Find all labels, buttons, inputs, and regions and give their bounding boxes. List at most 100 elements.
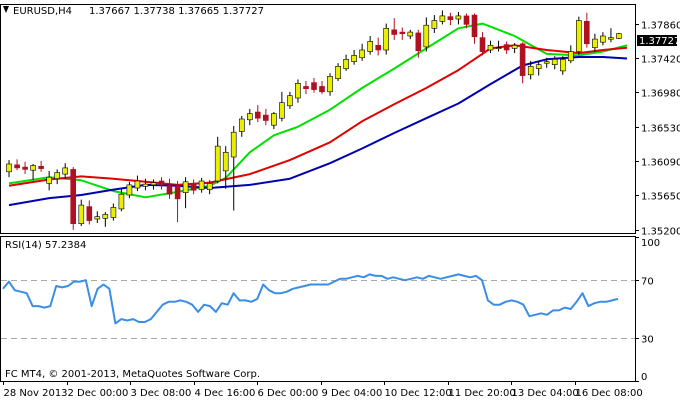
candle <box>214 136 221 184</box>
bear-candle-body <box>158 180 165 186</box>
bear-candle-body <box>319 86 325 93</box>
candle <box>190 179 197 195</box>
bull-candle-body <box>592 38 598 48</box>
candle <box>399 27 406 40</box>
candle <box>110 203 117 221</box>
candle <box>511 43 518 54</box>
bull-candle-body <box>351 55 357 62</box>
rsi-series-line <box>2 273 619 325</box>
candle <box>6 160 12 178</box>
bear-candle-body <box>375 44 382 51</box>
bear-candle-body <box>447 16 454 21</box>
bull-candle-body <box>608 37 614 40</box>
bear-candle-body <box>190 183 197 191</box>
candle <box>303 81 309 95</box>
bull-candle-body <box>535 64 542 69</box>
bull-candle-body <box>142 183 149 187</box>
bear-candle-body <box>471 14 478 38</box>
candle <box>343 54 349 71</box>
bull-candle-body <box>343 58 349 69</box>
candle <box>335 63 341 81</box>
price-axis-label: 1.36530 <box>641 124 680 135</box>
bull-candle-body <box>271 113 277 126</box>
price-axis-label: 1.37860 <box>641 21 680 32</box>
bull-candle-body <box>567 51 574 62</box>
symbol-info-group: EURUSD,H4 1.37667 1.37738 1.37665 1.3772… <box>3 6 264 17</box>
bull-candle-body <box>198 180 205 190</box>
candle <box>239 115 245 137</box>
candle <box>319 81 325 95</box>
candle <box>247 108 253 126</box>
bull-candle-body <box>30 165 36 171</box>
candle <box>262 108 269 126</box>
bull-candle-body <box>575 20 582 52</box>
candle <box>198 177 205 193</box>
candle <box>279 91 285 122</box>
bull-candle-body <box>431 20 438 29</box>
rsi-indicator-label: RSI(14) 57.2384 <box>5 240 86 251</box>
time-axis-label: 28 Nov 2013 <box>4 388 68 399</box>
bull-candle-body <box>118 193 125 210</box>
main-panel-frame[interactable] <box>0 4 636 234</box>
candle <box>543 57 550 68</box>
candle <box>439 10 446 25</box>
bull-candle-body <box>543 61 550 64</box>
price-axis-label: 1.35650 <box>641 192 680 203</box>
bull-candle-body <box>600 35 606 43</box>
bull-candle-body <box>46 176 53 184</box>
rsi-axis-label: 70 <box>641 277 654 288</box>
bull-candle-body <box>455 15 462 20</box>
candle <box>375 37 382 56</box>
rsi-panel-frame[interactable] <box>0 236 636 382</box>
candle <box>30 163 36 181</box>
candle <box>287 91 293 109</box>
bull-candle-body <box>616 33 622 39</box>
bull-candle-body <box>527 66 534 76</box>
price-axis-label: 1.35200 <box>641 227 680 238</box>
candle <box>134 175 141 192</box>
price-axis-label: 1.37420 <box>641 55 680 66</box>
candle <box>455 11 462 25</box>
candle <box>616 32 622 40</box>
candle <box>311 77 317 93</box>
candle <box>38 160 44 172</box>
bear-candle-body <box>14 164 20 169</box>
bull-candle-body <box>367 41 374 52</box>
time-axis-label: 4 Dec 16:00 <box>195 388 256 399</box>
candle <box>359 43 365 61</box>
collapse-triangle-icon[interactable] <box>3 6 9 13</box>
bull-candle-body <box>359 49 365 59</box>
candle <box>94 211 101 223</box>
candle <box>158 177 165 190</box>
candle <box>230 125 237 211</box>
candle <box>503 41 510 54</box>
candle <box>551 56 558 70</box>
candle <box>495 40 502 52</box>
candle <box>142 178 149 191</box>
candle <box>102 212 109 227</box>
candle <box>78 199 85 227</box>
bear-candle-body <box>399 31 406 34</box>
bull-candle-body <box>423 24 430 48</box>
candle <box>583 12 590 48</box>
bull-candle-body <box>487 44 494 51</box>
candle <box>383 23 390 55</box>
candle <box>174 181 181 223</box>
symbol-timeframe-label: EURUSD,H4 <box>13 6 72 17</box>
time-axis-label: 2 Dec 00:00 <box>68 388 129 399</box>
candle <box>166 178 173 199</box>
candle <box>118 188 125 212</box>
bull-candle-body <box>383 27 390 51</box>
ohlc-readout: 1.37667 1.37738 1.37665 1.37727 <box>89 6 264 17</box>
bull-candle-body <box>78 204 85 225</box>
candle <box>70 167 76 230</box>
bull-candle-body <box>126 184 133 196</box>
candle <box>367 36 374 55</box>
candle <box>535 60 542 76</box>
candle <box>391 18 398 40</box>
candle <box>559 56 566 75</box>
candle <box>608 28 614 43</box>
bull-candle-body <box>62 167 69 175</box>
